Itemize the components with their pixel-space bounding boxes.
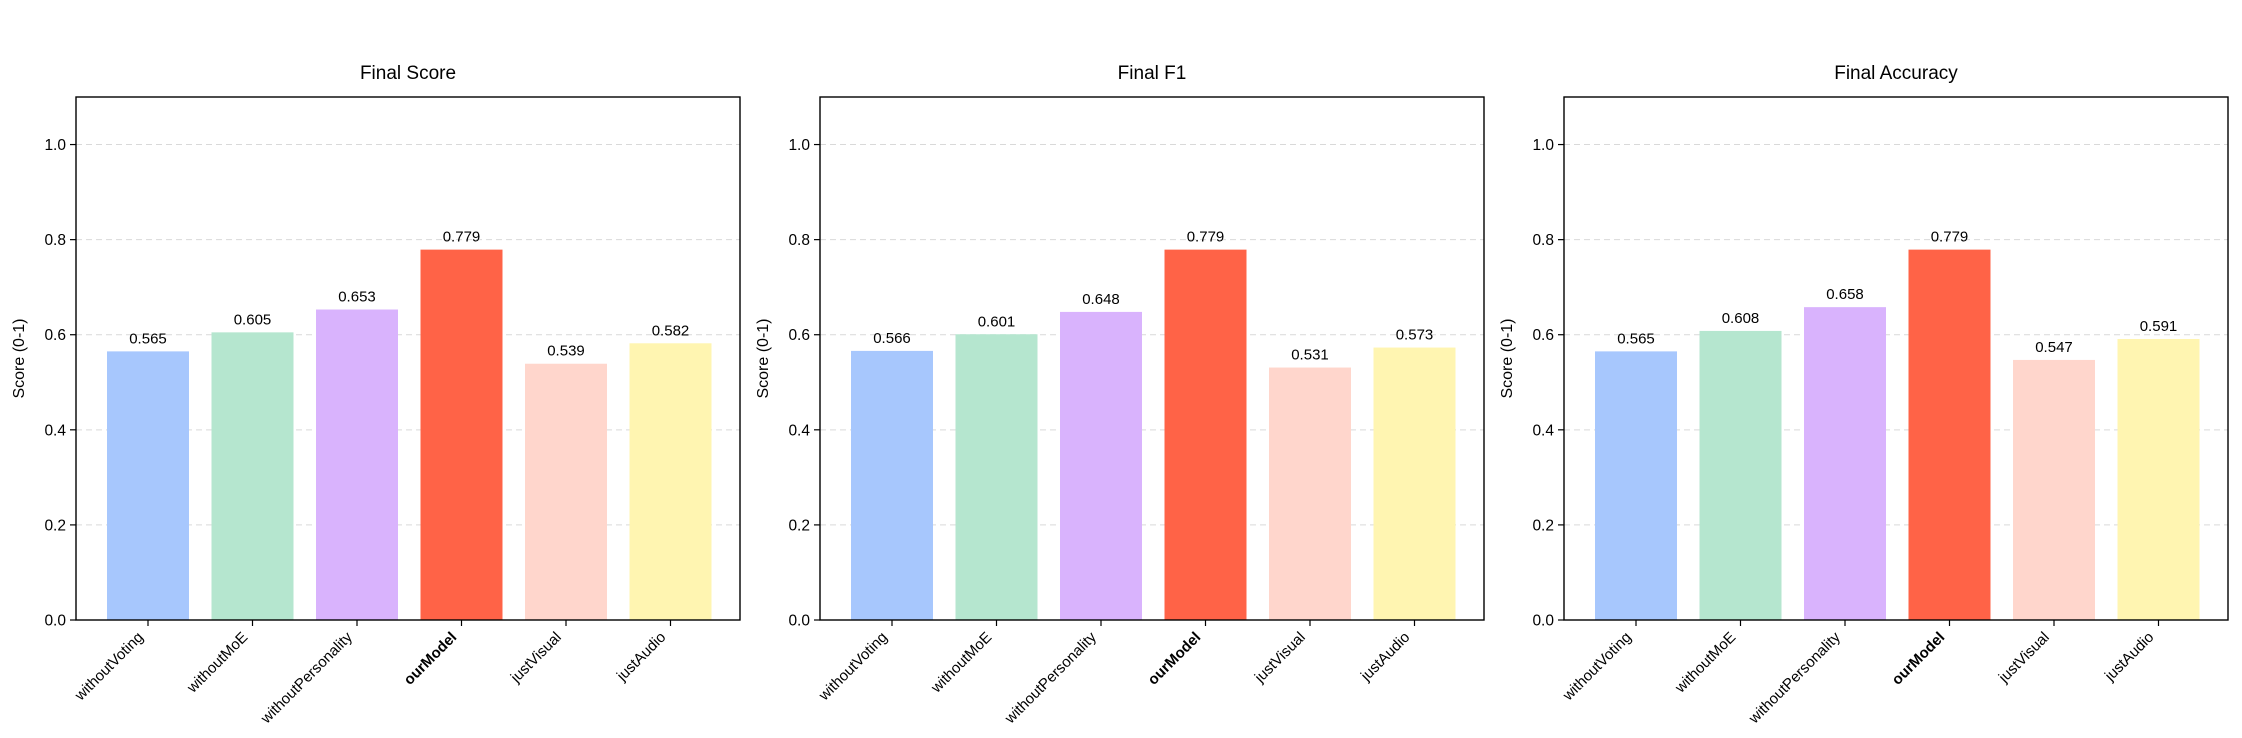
y-tick-label: 0.6 [44, 327, 66, 344]
bars [851, 249, 1456, 620]
y-tick-label: 0.6 [788, 327, 810, 344]
data-label: 0.547 [2035, 339, 2073, 356]
x-tick-label: withoutMoE [183, 629, 251, 697]
bar-withoutMoE [1699, 330, 1782, 620]
y-tick-label: 0.0 [1532, 613, 1554, 630]
bar-withoutPersonality [1804, 307, 1886, 620]
y-tick-label: 0.0 [788, 613, 810, 630]
x-tick-label: ourModel [401, 629, 461, 689]
data-label: 0.779 [443, 229, 481, 246]
y-tick-label: 1.0 [788, 137, 810, 154]
y-tick-label: 0.8 [788, 232, 810, 249]
data-label: 0.539 [547, 343, 585, 360]
y-ticks: 0.0 0.2 0.4 0.6 0.8 1.0 [44, 137, 76, 630]
plot-frame [819, 96, 1485, 621]
data-label: 0.779 [1931, 229, 1969, 246]
y-ticks: 0.0 0.2 0.4 0.6 0.8 1.0 [788, 137, 820, 630]
bars [107, 249, 712, 620]
x-tick-label: withoutVoting [815, 629, 891, 705]
y-tick-label: 0.2 [44, 517, 66, 534]
y-tick-label: 0.4 [44, 422, 66, 439]
panel-final-accuracy: Final Accuracy Score (0-1) 0.565 0.608 0.6… [1499, 63, 2229, 728]
x-ticks: withoutVoting withoutMoE withoutPersonalit… [1559, 620, 2160, 728]
x-tick-label: withoutMoE [1671, 629, 1739, 697]
x-tick-label: withoutVoting [71, 629, 147, 705]
bar-justVisual [1269, 367, 1351, 620]
data-label: 0.658 [1826, 286, 1864, 303]
bar-ourModel [1908, 249, 1991, 620]
plot-frame [1563, 96, 2229, 621]
data-label: 0.565 [1617, 330, 1655, 347]
y-tick-label: 1.0 [1532, 137, 1554, 154]
bar-withoutVoting [1595, 351, 1677, 620]
x-tick-label: ourModel [1889, 629, 1949, 689]
y-tick-label: 0.2 [788, 517, 810, 534]
y-tick-label: 1.0 [44, 137, 66, 154]
y-ticks: 0.0 0.2 0.4 0.6 0.8 1.0 [1532, 137, 1564, 630]
panel-final-score: Final Score Score (0-1) 0.5650.6050.6530… [11, 63, 741, 728]
data-label: 0.608 [1722, 310, 1760, 327]
data-label: 0.565 [129, 330, 167, 347]
y-axis-label: Score (0-1) [755, 318, 772, 398]
x-tick-label: withoutPersonality [1745, 628, 1844, 727]
bar-justAudio [1373, 347, 1456, 620]
data-label: 0.566 [873, 330, 911, 347]
x-tick-label: ourModel [1145, 629, 1205, 689]
x-tick-label: withoutPersonality [1001, 628, 1100, 727]
bar-withoutVoting [107, 351, 189, 620]
y-axis-label: Score (0-1) [1499, 318, 1516, 398]
x-ticks: withoutVoting withoutMoE withoutPersonalit… [815, 620, 1416, 728]
data-label: 0.573 [1396, 327, 1434, 344]
x-tick-label: withoutPersonality [257, 628, 356, 727]
data-labels: 0.565 0.605 0.653 0.779 0.539 0.582 [129, 229, 689, 360]
x-tick-label: justVisual [1251, 629, 1309, 687]
bar-withoutVoting [851, 350, 933, 620]
data-labels: 0.565 0.608 0.658 0.779 0.547 0.591 [1617, 229, 2177, 356]
bar-justVisual [2013, 359, 2095, 620]
x-ticks: withoutVoting withoutMoE withoutPersonalit… [71, 620, 672, 728]
y-tick-label: 0.8 [1532, 232, 1554, 249]
y-tick-label: 0.4 [1532, 422, 1554, 439]
y-tick-label: 0.0 [44, 613, 66, 630]
y-tick-label: 0.2 [1532, 517, 1554, 534]
data-label: 0.591 [2140, 318, 2178, 335]
x-tick-label: withoutMoE [927, 629, 995, 697]
data-label: 0.779 [1187, 229, 1225, 246]
y-tick-label: 0.8 [44, 232, 66, 249]
bar-justAudio [629, 343, 712, 620]
data-label: 0.605 [234, 311, 272, 328]
y-tick-label: 0.6 [1532, 327, 1554, 344]
chart-title: Final Score [360, 63, 456, 84]
bar-withoutMoE [955, 334, 1038, 620]
x-tick-label: withoutVoting [1559, 629, 1635, 705]
data-label: 0.531 [1291, 347, 1329, 364]
data-label: 0.601 [978, 313, 1016, 330]
data-label: 0.648 [1082, 291, 1120, 308]
bar-justAudio [2117, 339, 2200, 620]
y-axis-label: Score (0-1) [11, 318, 28, 398]
chart-title: Final F1 [1118, 63, 1187, 84]
data-label: 0.582 [652, 322, 690, 339]
bar-withoutPersonality [316, 309, 398, 620]
x-tick-label: justVisual [507, 629, 565, 687]
x-tick-label: justAudio [1357, 629, 1413, 685]
x-tick-label: justVisual [1995, 629, 2053, 687]
chart-title: Final Accuracy [1834, 63, 1958, 84]
bar-withoutMoE [211, 332, 294, 620]
panel-final-f1: Final F1 Score (0-1) 0.566 0.601 0.648 0.77… [755, 63, 1485, 728]
bar-ourModel [1164, 249, 1247, 620]
bar-justVisual [525, 363, 607, 620]
bar-withoutPersonality [1060, 311, 1142, 620]
x-tick-label: justAudio [613, 629, 669, 685]
data-labels: 0.566 0.601 0.648 0.779 0.531 0.573 [873, 229, 1433, 364]
x-tick-label: justAudio [2101, 629, 2157, 685]
bar-ourModel [420, 249, 503, 620]
bars [1595, 249, 2200, 620]
plot-frame [75, 96, 741, 621]
data-label: 0.653 [338, 289, 376, 306]
y-tick-label: 0.4 [788, 422, 810, 439]
